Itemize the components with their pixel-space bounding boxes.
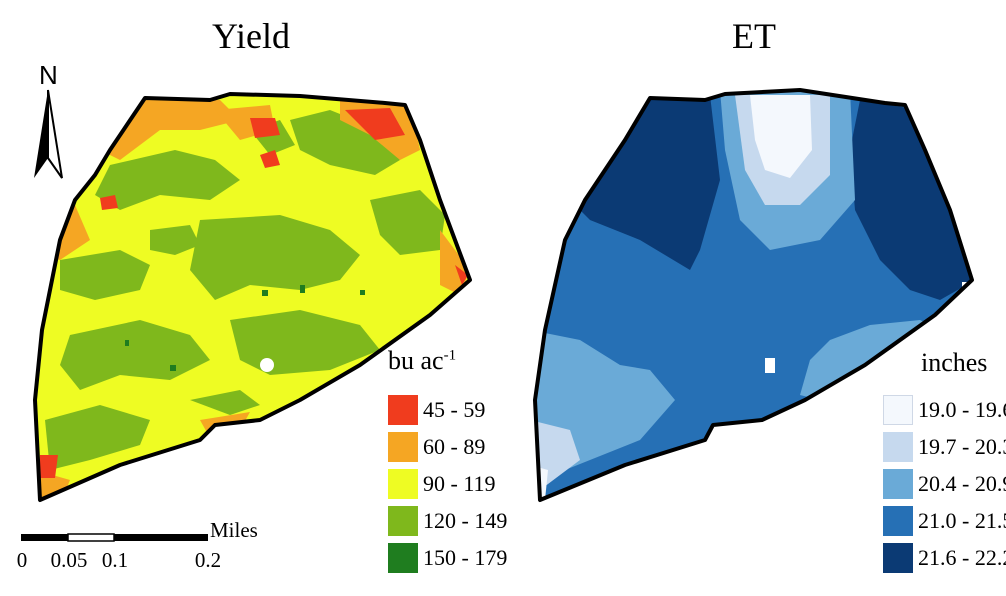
yield-legend-item: 60 - 89 — [388, 432, 485, 462]
legend-swatch — [388, 543, 418, 573]
legend-swatch — [883, 432, 913, 462]
legend-swatch — [883, 506, 913, 536]
et-legend-item: 21.6 - 22.2 — [883, 543, 1006, 573]
legend-label: 19.0 - 19.6 — [918, 397, 1006, 422]
legend-swatch — [883, 469, 913, 499]
legend-swatch — [388, 469, 418, 499]
legend-label: 21.0 - 21.5 — [918, 508, 1006, 533]
scale-bar-tick: 0.1 — [101, 548, 129, 572]
legend-swatch — [388, 432, 418, 462]
legend-label: 90 - 119 — [423, 471, 496, 496]
scale-bar-tick: 0.05 — [50, 548, 88, 572]
north-arrow-icon — [34, 89, 63, 179]
legend-swatch — [388, 395, 418, 425]
yield-legend-item: 45 - 59 — [388, 395, 485, 425]
et-legend-item: 19.7 - 20.3 — [883, 432, 1006, 462]
yield-legend-item: 150 - 179 — [388, 543, 507, 573]
yield-legend: bu ac-1 45 - 59 60 - 89 90 - 119 120 - 1… — [388, 348, 508, 578]
legend-label: 120 - 149 — [423, 508, 508, 533]
et-legend-item: 21.0 - 21.5 — [883, 506, 1006, 536]
yield-map — [33, 92, 472, 502]
legend-swatch — [883, 395, 913, 425]
legend-swatch — [883, 543, 913, 573]
legend-label: 21.6 - 22.2 — [918, 545, 1006, 570]
et-legend-title: inches — [921, 348, 988, 377]
scale-bar-unit: Miles — [210, 518, 258, 542]
legend-label: 19.7 - 20.3 — [918, 434, 1006, 459]
legend-label: 45 - 59 — [423, 397, 486, 422]
et-map — [533, 88, 974, 502]
yield-map-title: Yield — [212, 16, 290, 56]
legend-label: 150 - 179 — [423, 545, 508, 570]
scale-bar-tick: 0.2 — [194, 548, 222, 572]
yield-legend-title: bu ac-1 — [388, 346, 457, 375]
yield-legend-item: 90 - 119 — [388, 469, 496, 499]
et-legend-item: 20.4 - 20.9 — [883, 469, 1006, 499]
et-legend: inches 19.0 - 19.6 19.7 - 20.3 20.4 - 20… — [883, 348, 1006, 578]
scale-bar-tick: 0 — [16, 548, 28, 572]
legend-swatch — [388, 506, 418, 536]
et-legend-item: 19.0 - 19.6 — [883, 395, 1006, 425]
scale-bar: Miles 0 0.05 0.1 0.2 — [16, 518, 320, 580]
legend-label: 60 - 89 — [423, 434, 486, 459]
scale-bar-graphic — [21, 533, 208, 542]
et-map-title: ET — [732, 16, 776, 56]
north-arrow-label: N — [39, 60, 58, 90]
north-arrow: N — [28, 62, 68, 187]
legend-label: 20.4 - 20.9 — [918, 471, 1006, 496]
yield-legend-item: 120 - 149 — [388, 506, 507, 536]
